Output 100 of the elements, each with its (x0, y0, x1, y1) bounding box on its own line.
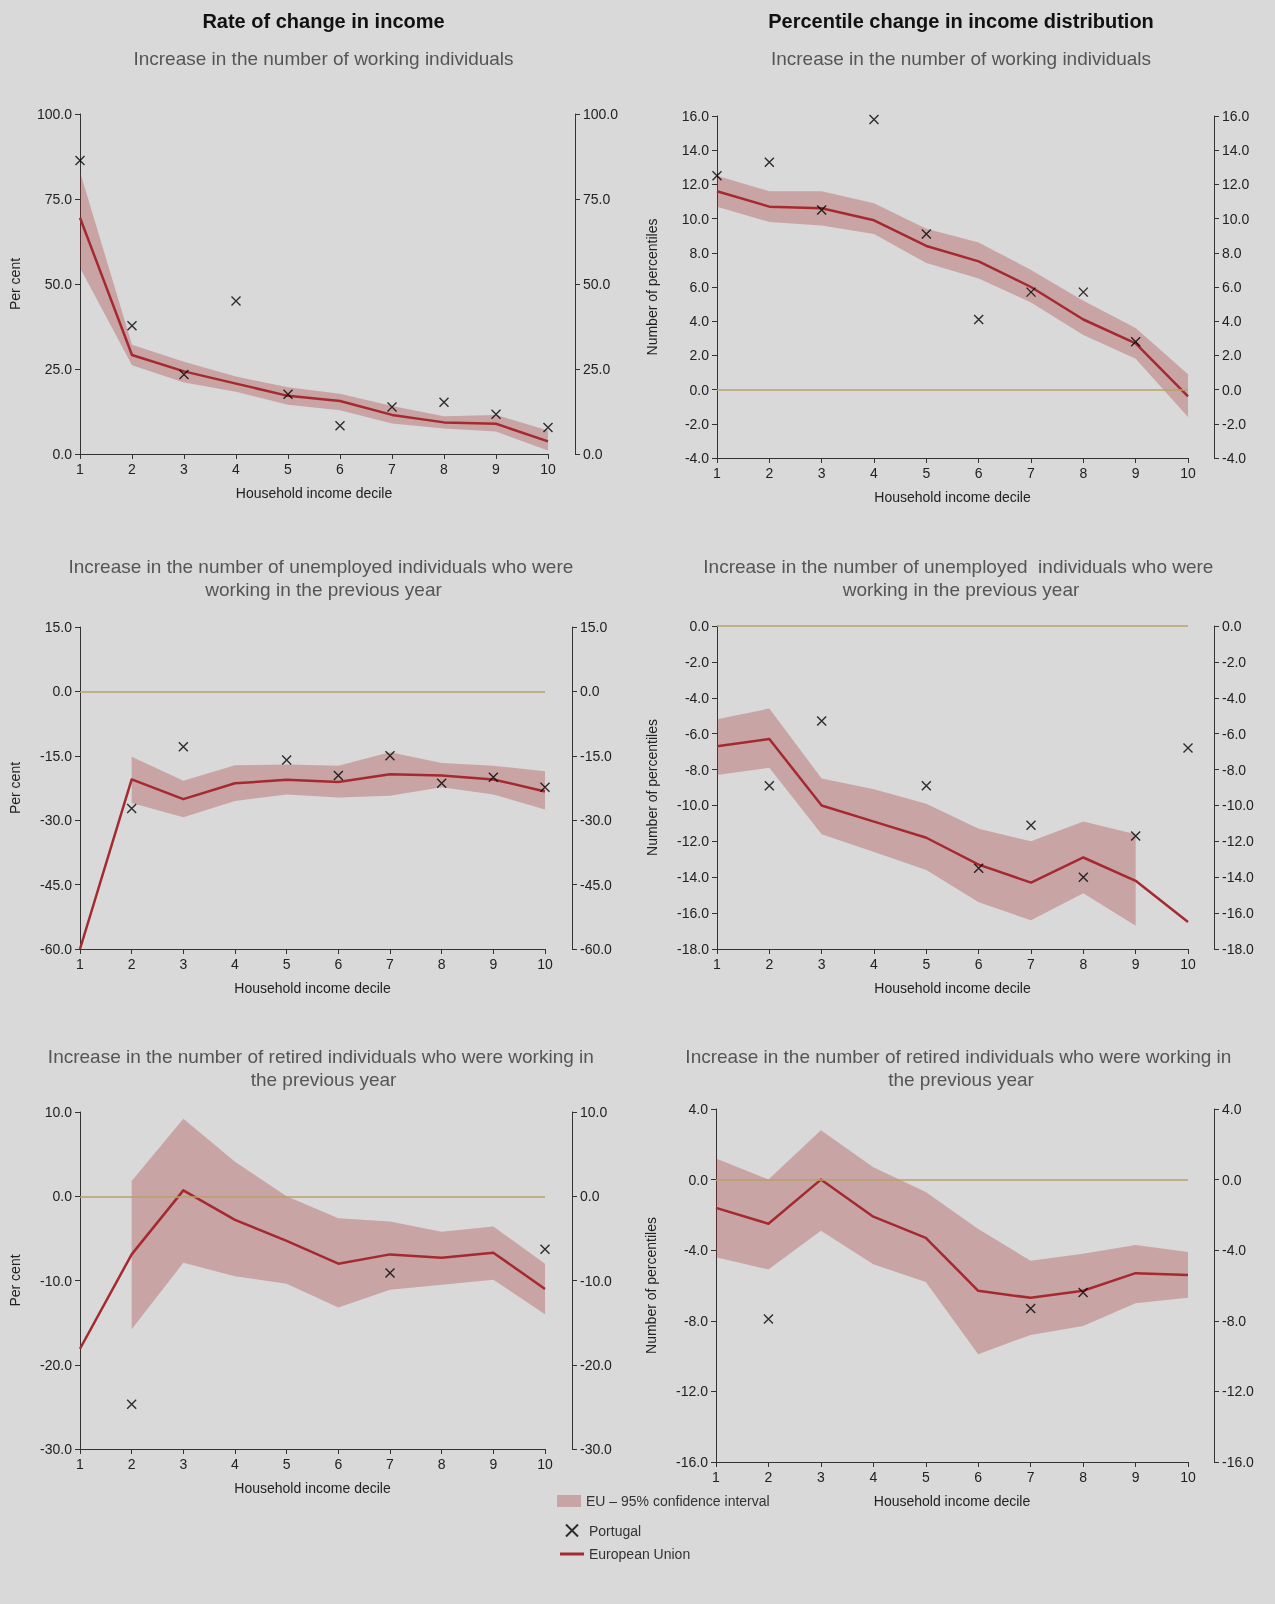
y2-tick-label: -18.0 (1222, 941, 1255, 957)
x-axis-title: Household income decile (874, 489, 1031, 505)
y2-tick-label: -15.0 (580, 747, 613, 764)
x-tick-label: 1 (76, 461, 85, 477)
x-tick-label: 9 (489, 1456, 498, 1472)
x-tick-label: 7 (388, 461, 397, 477)
y2-tick-label: -4.0 (1222, 450, 1247, 466)
y-tick-label: 50.0 (44, 276, 73, 292)
y2-tick-label: -12.0 (1222, 1383, 1255, 1400)
y-tick-label: 0.0 (689, 618, 710, 634)
y2-tick-label: -8.0 (1222, 1312, 1247, 1329)
point (1077, 1287, 1089, 1298)
point (384, 750, 396, 761)
x-tick-label: 9 (1131, 1469, 1140, 1485)
x-tick-label: 7 (1027, 956, 1036, 972)
y2-tick-label: 0.0 (580, 1188, 600, 1205)
point (436, 778, 447, 789)
y2-tick-label: 100.0 (583, 106, 619, 122)
x-tick-label: 10 (537, 956, 553, 972)
x-tick-label: 5 (282, 1456, 291, 1472)
point (488, 772, 499, 783)
x-tick-label: 7 (1027, 465, 1036, 481)
x-tick-label: 6 (974, 465, 983, 481)
x-tick-label: 2 (765, 956, 774, 972)
x-tick-label: 3 (179, 1456, 188, 1472)
y-tick-label: 14.0 (681, 142, 710, 159)
x-tick-label: 8 (1079, 956, 1088, 972)
point (973, 314, 984, 325)
point (764, 156, 775, 168)
x-axis-title: Household income decile (234, 1480, 391, 1496)
y2-tick-label: -20.0 (580, 1356, 613, 1373)
point (281, 754, 292, 766)
y2-tick-label: 0.0 (1222, 1171, 1242, 1188)
x-tick-label: 3 (180, 461, 189, 477)
x-tick-label: 1 (76, 1456, 85, 1472)
y2-tick-label: -16.0 (1222, 905, 1255, 922)
y-tick-label: -20.0 (40, 1356, 73, 1373)
y-axis-title: Number of percentiles (644, 218, 660, 356)
x-tick-label: 6 (334, 1456, 343, 1472)
y-tick-label: 0.0 (52, 446, 73, 462)
chart-subtitle: Increase in the number of retired individuals who were working in the previous year (47, 1046, 600, 1090)
y2-tick-label: -30.0 (580, 1441, 613, 1457)
point (921, 228, 932, 240)
x-axis-title: Household income decile (235, 485, 393, 501)
chart-subtitle: Increase in the number of retired individuals who were working in the previous year (685, 1046, 1237, 1090)
y-tick-label: 75.0 (44, 191, 73, 207)
point (126, 1399, 137, 1410)
x-tick-label: 10 (1180, 1469, 1196, 1485)
x-tick-label: 8 (1079, 1469, 1088, 1485)
point (74, 155, 86, 166)
x-tick-label: 7 (386, 1456, 395, 1472)
y2-tick-label: -2.0 (1222, 653, 1247, 670)
point (1078, 286, 1089, 298)
line-series (715, 737, 1190, 924)
x-tick-label: 8 (1079, 465, 1088, 481)
x-tick-label: 10 (1180, 956, 1196, 972)
chart-title: Percentile change in income distribution (768, 10, 1154, 32)
y-tick-label: 16.0 (681, 108, 710, 124)
y-tick-label: 4.0 (688, 1101, 709, 1117)
point (868, 114, 880, 125)
y-tick-label: 6.0 (689, 279, 710, 295)
point (384, 1267, 396, 1279)
x-tick-label: 4 (231, 1456, 240, 1472)
y-tick-label: -8.0 (684, 761, 710, 778)
x-tick-label: 2 (127, 956, 136, 972)
y-tick-label: -16.0 (676, 1454, 709, 1470)
point (764, 780, 775, 791)
legend-label: European Union (589, 1546, 691, 1562)
point (539, 781, 551, 793)
y2-tick-label: 10.0 (1222, 210, 1250, 227)
point (816, 204, 827, 216)
y2-tick-label: -8.0 (1222, 761, 1247, 778)
y-axis-title: Per cent (7, 257, 23, 311)
y-tick-label: -4.0 (684, 689, 710, 706)
y2-tick-label: 2.0 (1222, 347, 1242, 364)
x-tick-label: 7 (1026, 1469, 1035, 1485)
point (178, 369, 190, 380)
point (921, 780, 932, 791)
x-tick-label: 9 (1131, 956, 1140, 972)
y2-tick-label: -60.0 (580, 941, 613, 957)
y-tick-label: 8.0 (689, 244, 710, 261)
x-tick-label: 4 (232, 461, 241, 477)
y2-tick-label: 15.0 (580, 619, 608, 635)
point (1130, 830, 1141, 842)
y2-tick-label: -16.0 (1222, 1454, 1255, 1470)
x-tick-label: 5 (921, 1469, 930, 1485)
y-tick-label: -45.0 (40, 876, 73, 893)
chart-subtitle: Increase in the number of working individuals (133, 48, 514, 69)
point (1025, 1303, 1036, 1314)
point (386, 401, 398, 413)
y-tick-label: 0.0 (52, 683, 73, 700)
y-tick-label: -10.0 (40, 1272, 73, 1289)
point (1025, 286, 1037, 298)
y2-tick-label: 75.0 (583, 191, 611, 207)
point (334, 420, 346, 431)
point (282, 388, 294, 400)
x-tick-label: 2 (127, 1456, 136, 1472)
x-tick-label: 5 (922, 465, 931, 481)
y-tick-label: 100.0 (36, 106, 73, 122)
x-tick-label: 5 (282, 956, 291, 972)
